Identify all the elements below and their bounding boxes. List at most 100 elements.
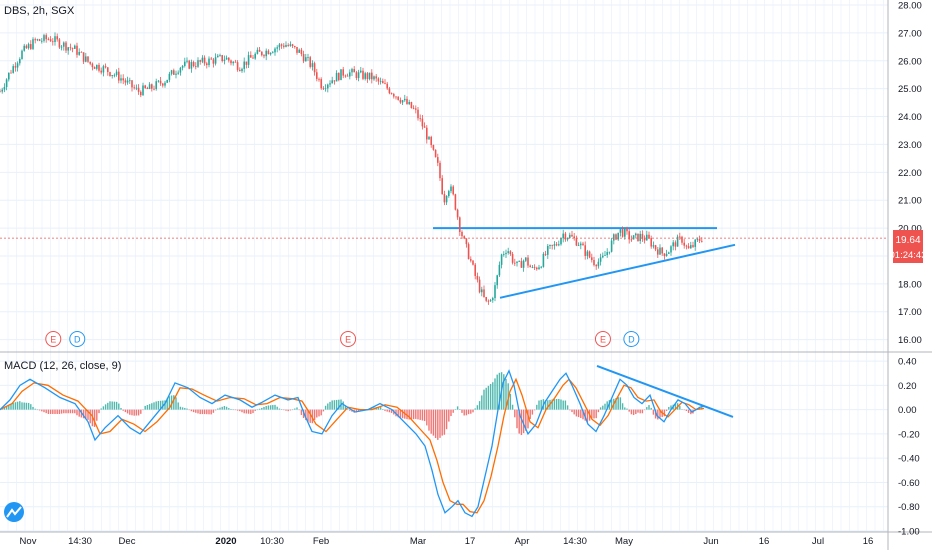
candle-body (351, 69, 353, 73)
candle-body (254, 53, 256, 59)
candle-body (19, 59, 21, 64)
candle-body (203, 57, 206, 64)
candle-body (650, 238, 652, 247)
candle-body (135, 87, 138, 89)
candle-body (302, 54, 305, 62)
candle-body (368, 72, 371, 80)
macd-histogram-bar (43, 409, 45, 413)
price-axis-tick: 23.00 (898, 140, 922, 151)
tradingview-logo[interactable] (4, 502, 24, 522)
candle-body (553, 244, 556, 246)
macd-histogram-bar (465, 409, 468, 416)
macd-histogram-bar (426, 409, 428, 426)
candle-body (441, 178, 443, 195)
time-axis-tick: Jun (703, 536, 718, 547)
macd-histogram-bar (610, 399, 613, 410)
macd-histogram-bar (291, 409, 294, 411)
candle-body (617, 232, 619, 240)
candle-body (630, 239, 633, 241)
macd-histogram-bar (586, 409, 589, 423)
macd-histogram-bar (199, 409, 201, 415)
candle-body (632, 235, 635, 240)
macd-histogram-bar (606, 401, 608, 410)
candle-body (423, 126, 426, 128)
time-axis-tick: Nov (20, 536, 37, 547)
earnings-marker[interactable] (594, 331, 611, 347)
macd-histogram-bar (399, 409, 402, 418)
price-axis-tick: 24.00 (898, 112, 922, 123)
candle-body (12, 66, 14, 73)
earnings-marker[interactable] (45, 331, 62, 347)
macd-histogram-bar (626, 408, 628, 410)
dividend-marker[interactable] (69, 331, 86, 347)
macd-histogram-bar (60, 409, 63, 414)
macd-histogram-bar (23, 402, 25, 410)
macd-histogram-bar (333, 400, 336, 410)
macd-histogram-bar (679, 405, 681, 410)
candle-body (577, 245, 580, 247)
candle-body (355, 72, 358, 78)
candle-body (280, 44, 283, 46)
macd-histogram-bar (452, 409, 454, 413)
macd-histogram-bar (115, 401, 118, 410)
macd-histogram-bar (516, 409, 518, 429)
candle-body (47, 39, 50, 41)
candle-body (657, 249, 659, 255)
candle-body (573, 236, 575, 239)
candle-body (184, 61, 186, 66)
macd-axis-tick: 0.00 (898, 405, 917, 416)
candle-body (241, 68, 243, 72)
macd-histogram-bar (318, 409, 320, 417)
candle-body (327, 84, 329, 89)
macd-histogram-bar (12, 402, 14, 410)
macd-histogram-bar (96, 409, 98, 421)
candle-body (3, 86, 6, 90)
macd-histogram-bar (188, 409, 190, 411)
earnings-marker[interactable] (340, 331, 357, 347)
macd-histogram-bar (157, 400, 160, 410)
price-badge-value: 19.64 (895, 235, 920, 246)
macd-histogram-bar (538, 400, 540, 410)
macd-histogram-bar (230, 409, 232, 410)
candle-body (49, 39, 52, 42)
macd-histogram-bar (203, 409, 206, 415)
macd-histogram-bar (646, 407, 648, 410)
candle-body (190, 62, 193, 69)
macd-histogram-bar (382, 409, 384, 410)
macd-divergence-trendline[interactable] (596, 364, 734, 418)
candle-body (549, 244, 551, 246)
macd-histogram-bar (540, 399, 542, 410)
price-axis-tick: 25.00 (898, 84, 922, 95)
dividend-marker[interactable] (623, 331, 640, 347)
macd-histogram-bar (36, 409, 39, 411)
macd-histogram-bar (505, 378, 507, 410)
candle-body (505, 252, 507, 255)
candle-body (269, 52, 272, 55)
macd-histogram-bar (206, 409, 208, 415)
candle-body (245, 61, 248, 65)
candle-body (27, 44, 30, 49)
support-trendline[interactable] (499, 243, 736, 299)
candle-body (445, 195, 448, 203)
macd-histogram-bar (529, 409, 531, 419)
candle-body (69, 47, 72, 49)
macd-histogram-bar (619, 397, 622, 410)
price-badge-bg (893, 230, 923, 263)
candle-body (173, 70, 175, 75)
candle-body (496, 275, 498, 286)
macd-histogram-bar (643, 409, 646, 411)
macd-histogram-bar (280, 409, 283, 410)
macd-histogram-bar (14, 402, 17, 410)
candle-body (676, 236, 679, 247)
candle-body (214, 57, 217, 64)
candle-body (437, 157, 439, 163)
candle-body (531, 267, 534, 268)
candle-body (166, 79, 168, 83)
candle-body (318, 78, 320, 80)
macd-histogram-bar (131, 409, 133, 416)
macd-histogram-bar (234, 409, 237, 411)
candle-body (672, 242, 674, 247)
macd-histogram-bar (483, 389, 485, 410)
macd-histogram-bar (388, 409, 391, 413)
